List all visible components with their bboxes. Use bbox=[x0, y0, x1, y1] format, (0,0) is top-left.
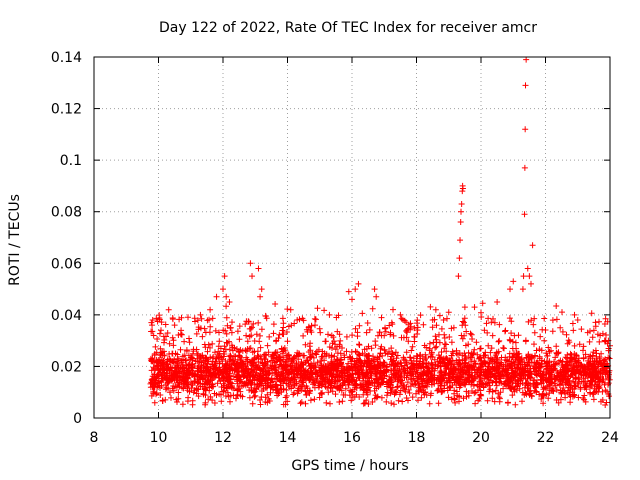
data-point bbox=[590, 327, 597, 334]
x-tick-label: 8 bbox=[90, 430, 99, 446]
y-tick-label: 0.02 bbox=[51, 359, 82, 375]
data-point bbox=[371, 286, 378, 293]
chart-title: Day 122 of 2022, Rate Of TEC Index for r… bbox=[159, 20, 537, 36]
data-point bbox=[527, 280, 534, 287]
data-point-cloud bbox=[147, 300, 613, 408]
data-point bbox=[526, 273, 533, 280]
data-point bbox=[523, 56, 530, 63]
data-point bbox=[223, 293, 230, 300]
data-point bbox=[349, 296, 355, 303]
data-point bbox=[571, 311, 578, 318]
data-point bbox=[213, 293, 220, 300]
data-point bbox=[221, 273, 228, 280]
y-axis-label: ROTI / TECUs bbox=[7, 194, 23, 286]
data-point bbox=[458, 200, 465, 207]
data-point bbox=[459, 185, 466, 192]
data-point bbox=[519, 286, 526, 293]
y-tick-label: 0.06 bbox=[51, 256, 82, 272]
data-point bbox=[455, 273, 462, 280]
data-point bbox=[171, 322, 178, 329]
data-point bbox=[471, 304, 478, 311]
data-point bbox=[247, 260, 254, 267]
data-point bbox=[326, 311, 333, 318]
data-point bbox=[345, 288, 352, 295]
x-tick-label: 16 bbox=[343, 430, 361, 446]
y-tick-label: 0.14 bbox=[51, 50, 82, 66]
y-tick-label: 0.08 bbox=[51, 205, 82, 221]
data-point bbox=[522, 126, 529, 133]
data-point bbox=[432, 306, 439, 313]
data-point bbox=[294, 317, 301, 324]
data-point bbox=[521, 211, 528, 218]
data-point bbox=[445, 309, 452, 316]
data-point bbox=[456, 255, 463, 262]
data-point bbox=[510, 278, 517, 285]
data-point bbox=[255, 265, 262, 272]
data-point bbox=[524, 265, 531, 272]
data-point bbox=[457, 237, 464, 244]
y-tick-label: 0.1 bbox=[60, 153, 82, 169]
data-point bbox=[149, 322, 156, 329]
data-point bbox=[149, 317, 156, 324]
data-point bbox=[352, 286, 359, 293]
data-point bbox=[397, 311, 404, 318]
y-tick-label: 0 bbox=[73, 411, 82, 427]
y-tick-label: 0.04 bbox=[51, 308, 82, 324]
data-point bbox=[521, 164, 528, 171]
ticks-layer: 8 10 12 14 16 18 20 22 24 0 0.02 0.04 0.06 0.08 0.1 0.1… bbox=[51, 50, 619, 446]
x-tick-label: 10 bbox=[150, 430, 168, 446]
data-point bbox=[522, 82, 529, 89]
x-tick-label: 22 bbox=[537, 430, 555, 446]
data-point bbox=[507, 286, 514, 293]
x-tick-label: 12 bbox=[214, 430, 232, 446]
data-point bbox=[373, 293, 380, 300]
data-point bbox=[494, 298, 501, 305]
data-point bbox=[355, 280, 362, 287]
data-point bbox=[529, 242, 536, 249]
x-tick-label: 20 bbox=[472, 430, 490, 446]
x-tick-label: 14 bbox=[279, 430, 297, 446]
data-point bbox=[197, 311, 204, 318]
data-point bbox=[249, 273, 256, 280]
x-tick-label: 18 bbox=[408, 430, 426, 446]
data-point bbox=[207, 306, 214, 313]
data-point bbox=[459, 188, 466, 195]
data-point bbox=[458, 208, 465, 215]
x-axis-label: GPS time / hours bbox=[291, 458, 408, 474]
data-point bbox=[520, 273, 527, 280]
data-point bbox=[461, 304, 468, 311]
data-point bbox=[148, 319, 155, 326]
data-point bbox=[150, 332, 157, 339]
data-point bbox=[226, 298, 233, 305]
data-points-layer bbox=[147, 56, 613, 408]
y-tick-label: 0.12 bbox=[51, 102, 82, 118]
data-point bbox=[220, 286, 226, 293]
data-point bbox=[178, 327, 185, 334]
data-point bbox=[574, 317, 581, 324]
grid-layer bbox=[94, 57, 610, 418]
data-point bbox=[257, 293, 264, 300]
data-point bbox=[457, 219, 464, 226]
x-tick-label: 24 bbox=[601, 430, 619, 446]
data-point bbox=[287, 306, 294, 313]
data-point bbox=[258, 286, 265, 293]
